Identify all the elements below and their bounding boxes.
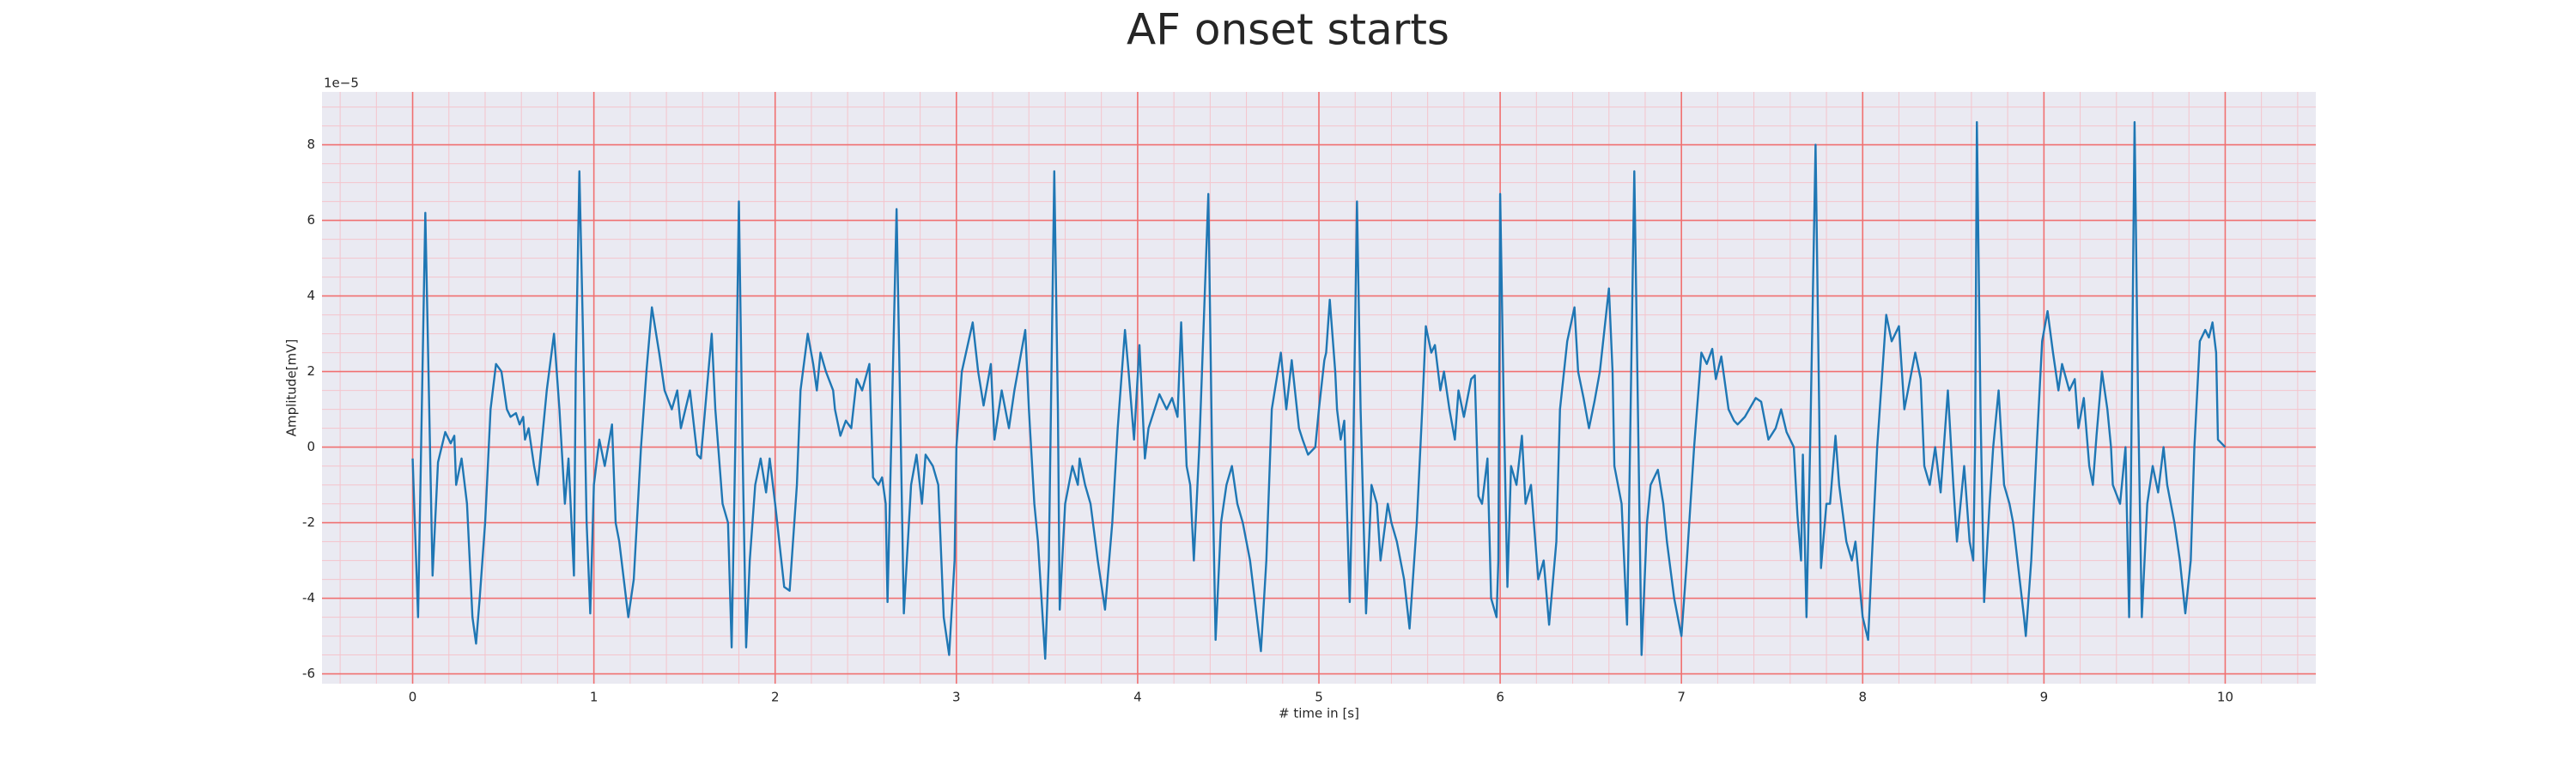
chart-title: AF onset starts [1127, 5, 1449, 55]
y-tick-label: -4 [302, 590, 315, 606]
y-tick-label: 6 [307, 212, 315, 228]
y-tick-label: -2 [302, 514, 315, 530]
x-tick-label: 5 [1315, 690, 1323, 705]
y-tick-label: -6 [302, 666, 315, 681]
x-tick-label: 0 [409, 690, 417, 705]
y-axis-label: Amplitude[mV] [284, 339, 300, 436]
signal-line [411, 121, 2227, 660]
x-tick-label: 4 [1133, 690, 1142, 705]
axis-offset: 1e−5 [324, 76, 359, 91]
x-tick-label: 7 [1677, 690, 1686, 705]
x-tick-label: 1 [590, 690, 598, 705]
x-tick-label: 2 [771, 690, 780, 705]
x-tick-label: 8 [1858, 690, 1867, 705]
x-tick-label: 9 [2040, 690, 2049, 705]
y-tick-label: 0 [307, 439, 315, 454]
x-axis-label: # time in [s] [1279, 706, 1359, 721]
x-tick-label: 10 [2217, 690, 2233, 705]
y-tick-label: 4 [307, 288, 315, 303]
x-tick-label: 6 [1496, 690, 1504, 705]
y-tick-label: 2 [307, 363, 315, 379]
x-tick-label: 3 [952, 690, 961, 705]
y-tick-label: 8 [307, 137, 315, 152]
